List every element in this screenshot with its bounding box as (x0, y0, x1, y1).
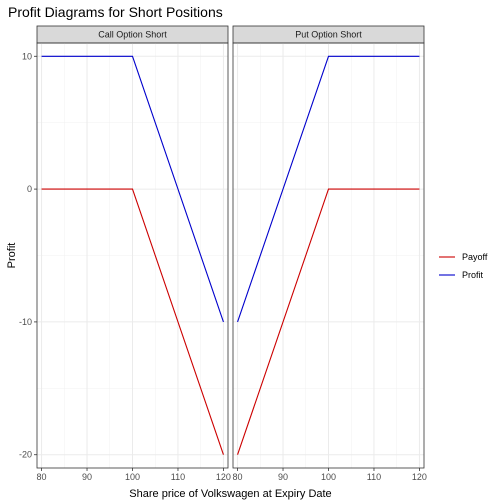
y-tick-label: -20 (19, 450, 32, 460)
x-tick-label: 90 (278, 472, 288, 482)
x-tick-label: 120 (216, 472, 231, 482)
x-axis-put: 80 90 100 110 120 (233, 468, 427, 482)
panel-put-option-short: Put Option Short (232, 25, 425, 469)
y-axis-title: Profit (6, 243, 18, 269)
legend-label-payoff: Payoff (462, 252, 488, 262)
y-axis: -20 -10 0 10 (19, 51, 37, 460)
panel-series-put (237, 55, 420, 455)
panel-title-put: Put Option Short (295, 30, 362, 40)
panel-series-call (41, 55, 224, 455)
x-tick-label: 110 (367, 472, 381, 482)
chart-title: Profit Diagrams for Short Positions (8, 4, 223, 20)
series-line-profit (237, 55, 420, 323)
series-line-profit (41, 55, 224, 323)
x-axis-call: 80 90 100 110 120 (37, 468, 231, 482)
x-tick-label: 100 (125, 472, 140, 482)
y-tick-label: 0 (27, 184, 32, 194)
panel-call-option-short: Call Option Short (36, 25, 229, 469)
legend: Payoff Profit (439, 252, 488, 280)
series-line-payoff (41, 188, 224, 455)
x-tick-label: 90 (82, 472, 92, 482)
panel-title-call: Call Option Short (98, 30, 167, 40)
y-tick-label: -10 (19, 317, 32, 327)
x-tick-label: 80 (37, 472, 47, 482)
y-tick-label: 10 (22, 51, 32, 61)
x-tick-label: 80 (233, 472, 243, 482)
x-tick-label: 110 (171, 472, 185, 482)
x-tick-label: 100 (321, 472, 336, 482)
legend-label-profit: Profit (462, 270, 484, 280)
x-tick-label: 120 (412, 472, 427, 482)
series-line-payoff (237, 188, 420, 455)
x-axis-title: Share price of Volkswagen at Expiry Date (129, 488, 331, 500)
